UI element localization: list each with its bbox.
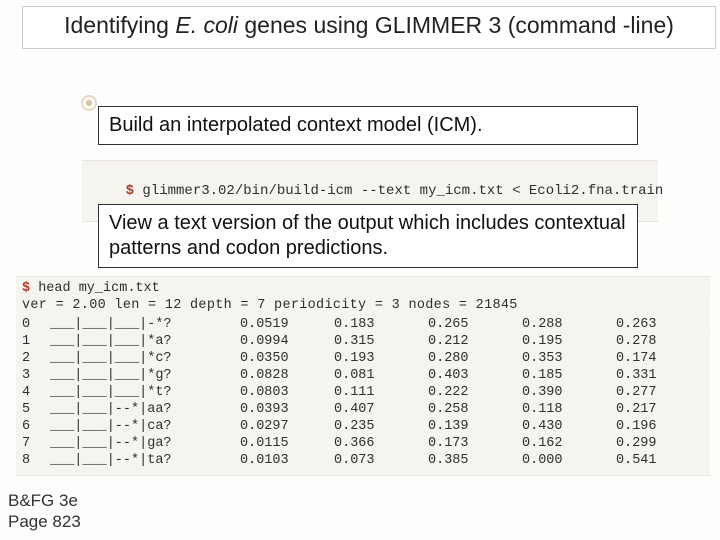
description-1-text: Build an interpolated context model (ICM… — [109, 114, 483, 136]
title-prefix: Identifying — [64, 12, 175, 38]
description-box-2: View a text version of the output which … — [98, 204, 638, 268]
row-value: 0.174 — [616, 350, 710, 367]
row-value: 0.196 — [616, 418, 710, 435]
row-value: 0.000 — [522, 452, 616, 469]
row-index: 2 — [22, 350, 50, 367]
prompt-symbol: $ — [126, 183, 143, 199]
row-value: 0.195 — [522, 333, 616, 350]
row-value: 0.0994 — [240, 333, 334, 350]
row-value: 0.0828 — [240, 367, 334, 384]
row-value: 0.366 — [334, 435, 428, 452]
row-pattern: ___|___|___|*t? — [50, 384, 240, 401]
version-line: ver = 2.00 len = 12 depth = 7 periodicit… — [22, 298, 704, 313]
row-value: 0.541 — [616, 452, 710, 469]
output-head-line: $ head my_icm.txt — [22, 281, 704, 296]
row-value: 0.235 — [334, 418, 428, 435]
title-suffix: genes using GLIMMER 3 (command -line) — [238, 12, 674, 38]
table-row: 3___|___|___|*g?0.08280.0810.4030.1850.3… — [22, 367, 710, 384]
row-index: 3 — [22, 367, 50, 384]
row-value: 0.263 — [616, 316, 710, 333]
row-value: 0.0803 — [240, 384, 334, 401]
footer: B&FG 3e Page 823 — [8, 491, 81, 532]
row-value: 0.280 — [428, 350, 522, 367]
row-value: 0.193 — [334, 350, 428, 367]
row-index: 1 — [22, 333, 50, 350]
row-value: 0.0393 — [240, 401, 334, 418]
footer-line-1: B&FG 3e — [8, 491, 81, 511]
row-index: 5 — [22, 401, 50, 418]
row-pattern: ___|___|--*|ga? — [50, 435, 240, 452]
row-value: 0.278 — [616, 333, 710, 350]
row-value: 0.390 — [522, 384, 616, 401]
table-row: 4___|___|___|*t?0.08030.1110.2220.3900.2… — [22, 384, 710, 401]
row-value: 0.265 — [428, 316, 522, 333]
prompt-symbol: $ — [22, 281, 38, 296]
row-pattern: ___|___|___|*c? — [50, 350, 240, 367]
row-value: 0.353 — [522, 350, 616, 367]
row-value: 0.081 — [334, 367, 428, 384]
row-value: 0.0350 — [240, 350, 334, 367]
row-value: 0.217 — [616, 401, 710, 418]
row-value: 0.299 — [616, 435, 710, 452]
row-value: 0.0297 — [240, 418, 334, 435]
row-value: 0.0115 — [240, 435, 334, 452]
description-box-1: Build an interpolated context model (ICM… — [98, 106, 638, 145]
bullet-decoration-icon — [80, 94, 98, 112]
row-pattern: ___|___|___|*a? — [50, 333, 240, 350]
row-pattern: ___|___|___|-*? — [50, 316, 240, 333]
table-row: 1___|___|___|*a?0.09940.3150.2120.1950.2… — [22, 333, 710, 350]
row-value: 0.183 — [334, 316, 428, 333]
table-row: 5___|___|--*|aa?0.03930.4070.2580.1180.2… — [22, 401, 710, 418]
row-index: 7 — [22, 435, 50, 452]
row-index: 6 — [22, 418, 50, 435]
row-pattern: ___|___|___|*g? — [50, 367, 240, 384]
row-index: 8 — [22, 452, 50, 469]
row-value: 0.162 — [522, 435, 616, 452]
row-value: 0.073 — [334, 452, 428, 469]
footer-line-2: Page 823 — [8, 512, 81, 532]
row-value: 0.0519 — [240, 316, 334, 333]
description-2-text: View a text version of the output which … — [109, 212, 626, 259]
row-value: 0.0103 — [240, 452, 334, 469]
row-value: 0.111 — [334, 384, 428, 401]
row-value: 0.407 — [334, 401, 428, 418]
row-value: 0.403 — [428, 367, 522, 384]
row-value: 0.288 — [522, 316, 616, 333]
row-pattern: ___|___|--*|ta? — [50, 452, 240, 469]
slide-title: Identifying E. coli genes using GLIMMER … — [22, 6, 716, 49]
row-value: 0.385 — [428, 452, 522, 469]
head-command: head my_icm.txt — [38, 281, 160, 296]
row-value: 0.118 — [522, 401, 616, 418]
table-row: 6___|___|--*|ca?0.02970.2350.1390.4300.1… — [22, 418, 710, 435]
table-row: 7___|___|--*|ga?0.01150.3660.1730.1620.2… — [22, 435, 710, 452]
row-value: 0.277 — [616, 384, 710, 401]
row-value: 0.173 — [428, 435, 522, 452]
table-row: 2___|___|___|*c?0.03500.1930.2800.3530.1… — [22, 350, 710, 367]
row-value: 0.315 — [334, 333, 428, 350]
row-value: 0.222 — [428, 384, 522, 401]
table-row: 8___|___|--*|ta?0.01030.0730.3850.0000.5… — [22, 452, 710, 469]
output-strip: $ head my_icm.txt ver = 2.00 len = 12 de… — [16, 276, 710, 476]
row-value: 0.139 — [428, 418, 522, 435]
row-value: 0.185 — [522, 367, 616, 384]
row-value: 0.212 — [428, 333, 522, 350]
command-1-text: glimmer3.02/bin/build-icm --text my_icm.… — [142, 183, 663, 199]
row-value: 0.331 — [616, 367, 710, 384]
row-index: 4 — [22, 384, 50, 401]
row-pattern: ___|___|--*|aa? — [50, 401, 240, 418]
table-row: 0___|___|___|-*?0.05190.1830.2650.2880.2… — [22, 316, 710, 333]
icm-data-table: 0___|___|___|-*?0.05190.1830.2650.2880.2… — [22, 316, 710, 469]
row-index: 0 — [22, 316, 50, 333]
row-value: 0.258 — [428, 401, 522, 418]
title-italic: E. coli — [175, 12, 238, 38]
row-pattern: ___|___|--*|ca? — [50, 418, 240, 435]
row-value: 0.430 — [522, 418, 616, 435]
